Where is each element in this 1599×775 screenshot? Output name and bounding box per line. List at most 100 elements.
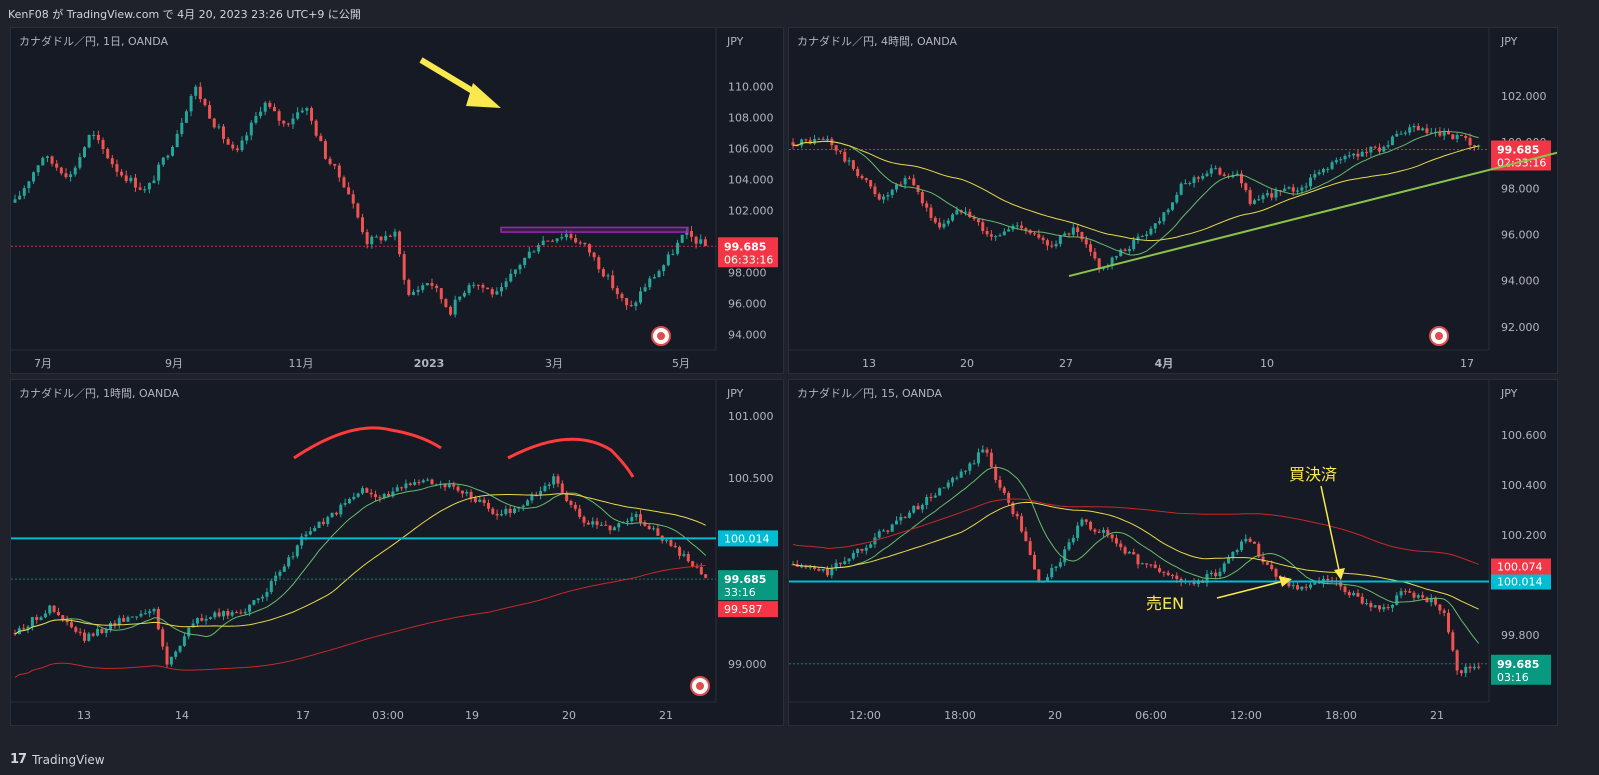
candle-body [1205,173,1209,176]
annotation-buy-close: 買決済 [1289,465,1337,484]
candle-body [808,139,812,144]
candle-body [869,544,873,548]
candle-body [291,556,295,558]
price-label-bg [1491,654,1551,685]
candle-body [1309,584,1312,588]
candle-body [139,613,143,617]
candle-body [69,174,73,178]
publish-header: KenF08 が TradingView.com で 4月 20, 2023 2… [8,8,361,21]
candle-body [1045,240,1049,246]
candle-body [400,487,404,489]
candle-body [370,236,374,245]
candle-body [1347,155,1351,157]
candle-body [1145,234,1149,237]
candle-body [1425,128,1429,133]
candle-body [1080,519,1084,526]
candle-body [1356,592,1360,597]
candle-body [1235,550,1239,553]
candle-body [55,163,59,168]
candle-body [1447,612,1450,633]
candle-body [41,157,45,166]
candle-body [308,531,312,535]
chart-svg-3: カナダドル／円, 15, OANDA JPY 100.600 100.400 100.2… [789,380,1551,722]
candle-body [998,235,1002,237]
candle-body [1300,586,1304,590]
x-tick-label: 10 [1260,357,1274,370]
candle-body [460,490,464,494]
candle-body [1037,569,1041,582]
candle-body [539,491,543,496]
candle-body [304,534,308,537]
candle-body [1283,188,1287,192]
candle-body [1015,225,1019,227]
price-label-bg [1491,140,1551,171]
candle-body [513,269,517,274]
candle-body [96,134,100,141]
candle-body [791,142,795,146]
candle-body [184,111,188,123]
candle-body [1395,595,1399,605]
candle-body [826,138,829,140]
candle-body [417,482,421,484]
candle-body [300,110,304,113]
candle-body [869,180,873,187]
chart-panel-1hour[interactable]: カナダドル／円, 1時間, OANDA JPY 101.000 100.500 99.0… [10,379,784,726]
chart-panel-15min[interactable]: カナダドル／円, 15, OANDA JPY 100.600 100.400 100.2… [788,379,1558,726]
candle-body [101,140,105,150]
candle-body [235,148,239,151]
candle-body [87,134,91,148]
candle-body [886,530,890,532]
candle-body [1257,543,1261,557]
candle-body [1365,603,1369,605]
price-label: 99.685 [724,573,766,586]
candle-body [1045,577,1049,583]
candle-body [1158,568,1162,572]
candle-body [1274,568,1278,577]
candle-body [1472,145,1476,147]
record-icon [651,326,671,346]
candle-body [1274,190,1278,198]
candle-body [504,281,508,287]
candle-body [604,524,608,526]
candle-body [1416,595,1420,598]
candle-body [61,615,65,620]
chart-panel-daily[interactable]: カナダドル／円, 1日, OANDA JPY 110.000 108.000 106.0… [10,27,784,374]
candle-body [191,623,195,628]
x-tick-label: 2023 [414,357,445,370]
candle-body [1442,132,1446,136]
candle-body [1227,557,1231,564]
chart-panel-4hour[interactable]: カナダドル／円, 4時間, OANDAJPY102.000100.00098.0… [788,27,1558,374]
candle-body [317,521,321,528]
candle-body [1024,228,1028,231]
candle-body [523,257,527,266]
y-tick-label: 110.000 [728,80,774,93]
candle-body [916,505,920,510]
candle-body [182,636,186,646]
candle-body [1378,605,1381,610]
ma-short-line [14,483,707,638]
y-tick-label: 96.000 [728,297,767,310]
candle-body [1317,172,1321,175]
candle-body [500,286,503,292]
candle-body [895,184,898,190]
candle-body [73,167,77,175]
candle-body [115,164,119,172]
candle-body [509,273,513,282]
y-tick-label: 98.000 [728,266,767,279]
x-tick-label: 21 [1430,709,1444,722]
candle-body [550,240,554,242]
candle-body [964,211,967,213]
candle-body [526,500,530,506]
chart-title: カナダドル／円, 15, OANDA [797,386,942,400]
candle-body [1291,585,1295,587]
price-timer: 02:33:16 [1497,157,1546,170]
candle-body [643,287,647,292]
candle-body [830,567,834,576]
candle-body [647,525,651,529]
candle-body [361,217,364,233]
candle-body [310,108,314,121]
candle-body [1382,146,1386,152]
candle-body [686,554,690,562]
candle-body [208,617,212,619]
candle-body [240,140,244,151]
